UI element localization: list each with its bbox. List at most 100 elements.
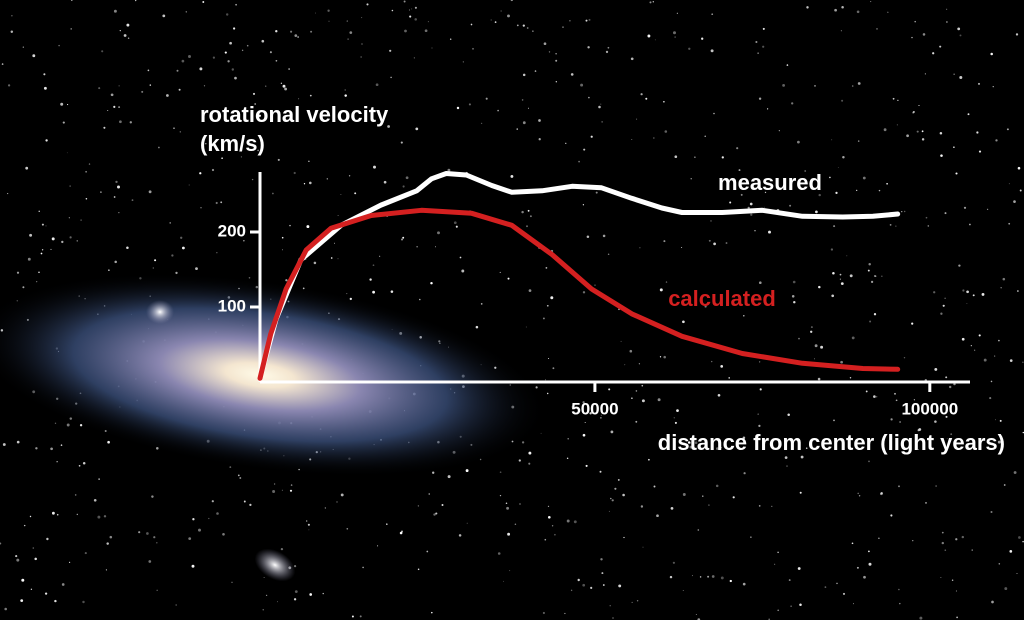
star [833,225,836,228]
star [924,73,927,75]
star [528,289,532,292]
star [192,518,195,521]
star [631,397,633,400]
star [246,44,249,47]
star [569,19,571,22]
star [100,191,102,193]
star [149,84,152,86]
star [109,535,113,539]
star [977,82,981,85]
star [711,13,714,16]
star [659,356,662,358]
star [263,577,265,579]
star [971,549,973,551]
star [148,560,152,563]
star [995,419,996,421]
series-label: calculated [668,286,776,311]
star [594,284,596,286]
star [978,150,982,153]
star [566,519,570,523]
star [629,349,633,353]
star [868,460,870,463]
star [337,215,339,216]
star [227,60,230,63]
star [257,149,259,152]
star [415,127,419,131]
star [562,26,564,28]
star [818,285,821,289]
star [959,76,963,79]
star [704,135,706,137]
star [294,565,297,568]
star [981,292,985,296]
star [899,421,901,423]
star [516,24,519,27]
star [934,420,937,423]
star [946,21,948,23]
star [647,34,651,38]
star [839,278,841,280]
star [571,406,573,408]
star [720,365,724,368]
star [713,112,715,115]
star [790,605,792,607]
star [1015,33,1019,36]
star [22,46,24,48]
star [15,555,18,558]
star [608,510,610,512]
star [153,536,156,539]
star [959,34,962,37]
star [277,158,280,161]
star [704,305,707,308]
star [69,185,71,187]
star [966,302,968,304]
star [41,223,44,226]
star [506,506,510,510]
star [181,59,185,63]
star [74,494,77,496]
star [719,300,722,302]
star [638,363,641,365]
star [762,27,765,30]
star [85,198,88,200]
star [944,297,946,299]
star [1022,361,1024,363]
star [414,18,417,21]
star [976,131,979,134]
star [294,590,298,593]
star [842,156,845,159]
star [867,269,870,272]
star [404,29,407,33]
star [258,114,261,117]
star [851,336,855,340]
star [71,0,73,1]
star [211,168,215,172]
star [663,100,665,103]
star [195,267,198,270]
star [447,168,451,172]
star [911,36,913,39]
star [216,512,219,515]
star [612,617,614,619]
star [373,165,376,169]
star [4,607,7,611]
star [600,417,602,419]
star [1,63,4,65]
star [672,561,676,564]
star [951,579,954,581]
star [135,0,137,2]
star [208,517,210,520]
star [814,358,815,360]
star [786,64,789,66]
star [921,138,925,141]
star [518,459,521,462]
star [674,421,677,424]
star [580,83,584,87]
star [669,575,673,579]
star [510,0,513,2]
star [552,367,555,370]
star [1018,536,1021,539]
star [315,12,316,14]
star [856,566,859,569]
star [694,441,698,445]
